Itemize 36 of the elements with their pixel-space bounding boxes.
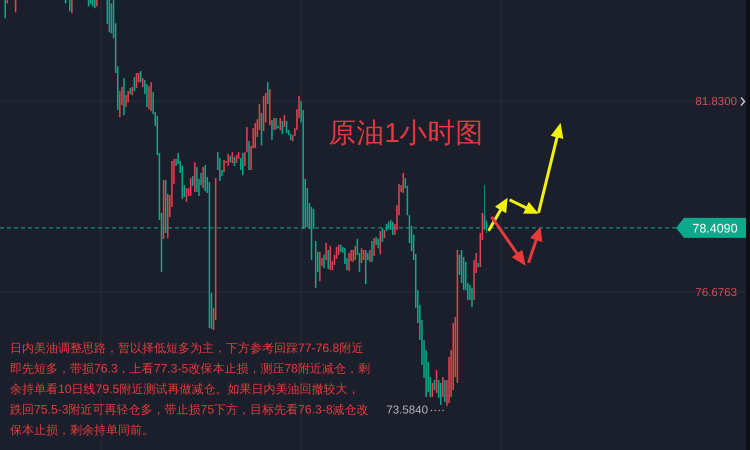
candlestick [14, 0, 16, 12]
candlestick [202, 166, 204, 189]
ref-line-label: 78.4090 [692, 221, 738, 236]
candlestick [271, 120, 273, 140]
candlestick [380, 230, 382, 254]
candlestick [282, 120, 284, 134]
candlestick [371, 240, 373, 262]
candlestick [369, 250, 371, 262]
candlestick [275, 118, 277, 130]
candlestick [230, 156, 232, 163]
candlestick [352, 250, 354, 262]
candlestick [373, 238, 375, 256]
y-tick-label: 81.8300 [695, 96, 737, 108]
candlestick [444, 380, 446, 402]
candlestick [232, 152, 234, 164]
candlestick [360, 248, 362, 264]
annotation: 日内美油调整思路，暂以择低短多为主，下方参考回踩77-76.8附近即先短多，带损76.3，上看77.3-5改保本止损，测压78附近减仓，剩余持单看10日线79.5附近测试再做减仓。如果日内美油回撤较大，跌回75.5-3附近可再轻仓多，带止损75下方，目标先看76.3-8减仓改保本止损，剩余持单同前。 [10, 341, 370, 437]
candlestick [148, 86, 150, 110]
candlestick [186, 188, 188, 202]
candlestick [327, 250, 329, 270]
candlestick [227, 154, 229, 166]
candlestick [440, 382, 442, 406]
candlestick [190, 178, 192, 196]
candlestick [286, 120, 288, 134]
candlestick [134, 76, 136, 92]
candlestick [244, 152, 246, 166]
y-tick-label: 76.6763 [695, 287, 737, 300]
text: 原油1小时图 [328, 117, 484, 148]
candlestick [436, 370, 438, 394]
candlestick [223, 160, 225, 173]
annotation: 73.5840 [386, 404, 428, 417]
candlestick [146, 84, 148, 108]
candlestick [4, 0, 6, 19]
candlestick [402, 172, 404, 194]
candlestick [442, 376, 444, 398]
candlestick [71, 0, 73, 14]
